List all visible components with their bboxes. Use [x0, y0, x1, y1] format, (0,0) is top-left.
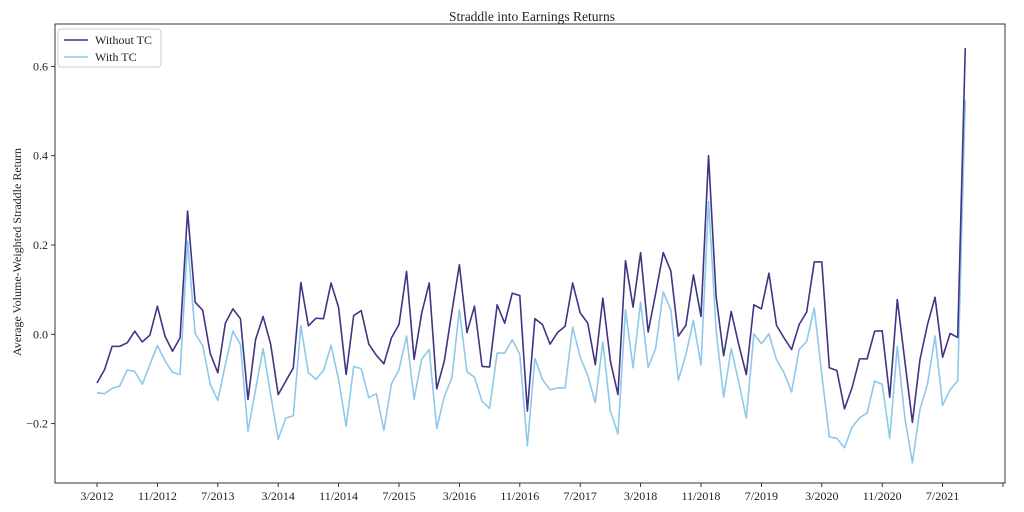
x-tick-label: 3/2016 [443, 489, 476, 503]
x-tick-label: 11/2020 [863, 489, 902, 503]
x-tick-label: 7/2019 [745, 489, 778, 503]
legend-label-with-tc: With TC [95, 50, 137, 64]
y-tick-label: −0.2 [26, 417, 48, 431]
series-layer [96, 48, 967, 464]
x-tick-label: 11/2018 [682, 489, 721, 503]
x-tick-label: 7/2015 [382, 489, 415, 503]
series-line-with-tc [96, 100, 967, 464]
x-tick-label: 7/2013 [201, 489, 234, 503]
x-tick-label: 7/2021 [926, 489, 959, 503]
y-tick-label: 0.0 [33, 327, 48, 341]
x-tick-label: 3/2018 [624, 489, 657, 503]
chart-title: Straddle into Earnings Returns [449, 9, 615, 24]
x-tick-label: 7/2017 [564, 489, 597, 503]
y-tick-label: 0.4 [33, 149, 48, 163]
x-axis: 3/2012 11/2012 7/2013 3/2014 11/2014 7/2015 3/… [80, 483, 1004, 503]
x-tick-label: 3/2012 [80, 489, 113, 503]
y-tick-label: 0.2 [33, 238, 48, 252]
x-tick-label: 11/2014 [319, 489, 358, 503]
x-tick-label: 11/2012 [138, 489, 177, 503]
x-tick-label: 11/2016 [500, 489, 539, 503]
plot-frame [54, 23, 1006, 484]
y-axis: −0.2 0.0 0.2 0.4 0.6 [26, 59, 55, 431]
y-axis-label: Average Volume-Weighted Straddle Return [10, 148, 24, 356]
legend-label-without-tc: Without TC [95, 33, 152, 47]
legend: Without TC With TC [57, 28, 162, 68]
series-line-without-tc [96, 48, 967, 424]
x-tick-label: 3/2020 [805, 489, 838, 503]
y-tick-label: 0.6 [33, 59, 48, 73]
x-tick-label: 3/2014 [262, 489, 295, 503]
